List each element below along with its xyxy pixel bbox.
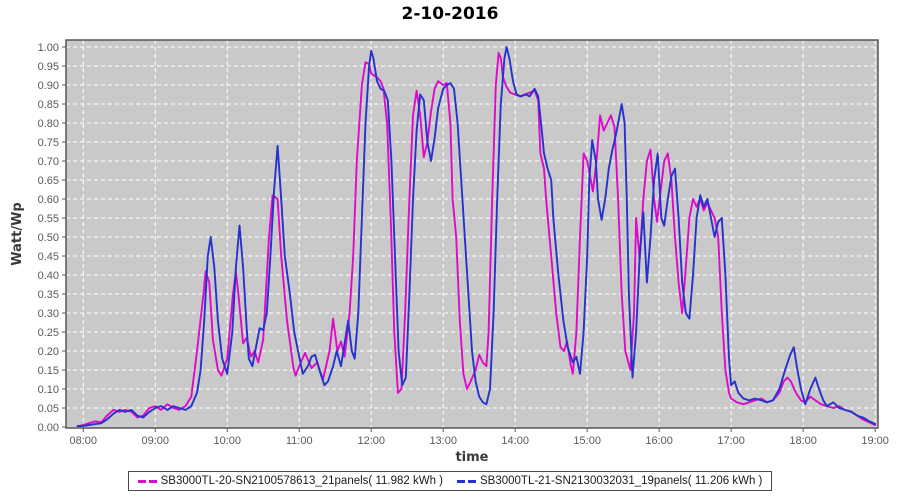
- series-line-2: [76, 46, 877, 428]
- y-tick-label: 0.50: [38, 232, 59, 244]
- x-tick-label: 12:00: [357, 435, 385, 447]
- x-tick-label: 15:00: [573, 435, 601, 447]
- y-tick-label: 0.00: [38, 422, 59, 434]
- y-tick-label: 0.05: [38, 403, 59, 415]
- series-line-1: [76, 51, 877, 428]
- y-tick-label: 0.25: [38, 327, 59, 339]
- y-tick-label: 0.35: [38, 289, 59, 301]
- y-tick-label: 0.65: [38, 175, 59, 187]
- y-tick-label: 0.70: [38, 156, 59, 168]
- series1-line-swatch: [137, 479, 157, 483]
- x-tick-label: 19:00: [861, 435, 889, 447]
- x-tick-label: 14:00: [501, 435, 529, 447]
- y-tick-label: 0.90: [38, 80, 59, 92]
- y-tick-label: 0.45: [38, 251, 59, 263]
- legend-item-series1: SB3000TL-20-SN2100578613_21panels( 11.98…: [137, 475, 443, 487]
- x-tick-label: 11:00: [286, 435, 313, 447]
- x-tick-label: 16:00: [645, 435, 673, 447]
- y-tick-label: 1.00: [38, 42, 59, 54]
- y-axis-label: Watt/Wp: [10, 202, 25, 266]
- plot-svg: 0.00 0.05 0.10 0.15 0.20 0.25 0.30 0.35 0.40 0.45…: [38, 39, 889, 447]
- x-axis-label: time: [455, 450, 489, 465]
- y-tick-label: 0.40: [38, 270, 59, 282]
- y-tick-label: 0.60: [38, 194, 59, 206]
- y-tick-label: 0.85: [38, 99, 59, 111]
- y-tick-label: 0.75: [38, 137, 59, 149]
- x-tick-label: 17:00: [717, 435, 745, 447]
- page-title: 2-10-2016: [401, 4, 499, 24]
- legend-label-series2: SB3000TL-21-SN2130032031_19panels( 11.20…: [480, 475, 763, 487]
- x-tick-label: 08:00: [70, 435, 98, 447]
- legend: SB3000TL-20-SN2100578613_21panels( 11.98…: [0, 471, 900, 491]
- x-tick-label: 09:00: [141, 435, 169, 447]
- y-tick-label: 0.15: [38, 365, 59, 377]
- legend-box: SB3000TL-20-SN2100578613_21panels( 11.98…: [127, 471, 773, 491]
- y-tick-label: 0.30: [38, 308, 59, 320]
- x-tick-label: 18:00: [789, 435, 817, 447]
- y-tick-label: 0.95: [38, 61, 59, 73]
- y-tick-label: 0.55: [38, 213, 59, 225]
- plot-border: [65, 39, 879, 429]
- x-tick-label: 10:00: [213, 435, 241, 447]
- y-tick-label: 0.80: [38, 118, 59, 130]
- y-tick-label: 0.20: [38, 346, 59, 358]
- legend-item-series2: SB3000TL-21-SN2130032031_19panels( 11.20…: [457, 475, 762, 487]
- x-tick-label: 13:00: [429, 435, 457, 447]
- legend-label-series1: SB3000TL-20-SN2100578613_21panels( 11.98…: [160, 475, 443, 487]
- series2-line-swatch: [457, 479, 476, 483]
- y-tick-label: 0.10: [38, 384, 59, 396]
